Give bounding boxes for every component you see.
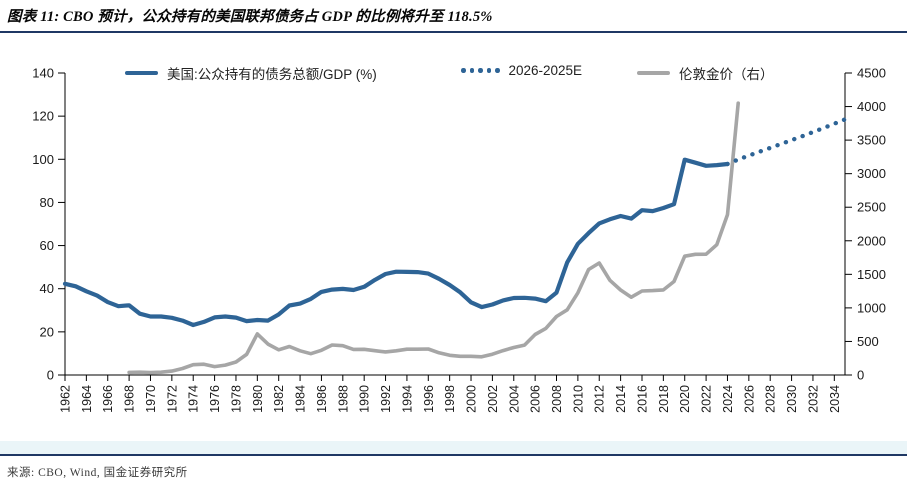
left-axis-tick-label: 80 (40, 195, 54, 210)
right-axis-tick-label: 500 (857, 334, 879, 349)
x-axis-tick-label: 1982 (272, 385, 286, 413)
x-axis-tick-label: 1986 (315, 385, 329, 413)
right-axis-tick-label: 2500 (857, 200, 886, 215)
legend-label-debt-gdp: 美国:公众持有的债务总额/GDP (%) (167, 67, 377, 82)
axes: 0 20 40 60 80 100 120 140 0 500 1000 1500 2000 2500 30… (32, 66, 886, 413)
solid-blue-line-swatch (125, 71, 158, 75)
right-axis-tick-label: 1000 (857, 300, 886, 315)
left-axis-tick-label: 120 (32, 109, 54, 124)
x-axis-tick-label: 1964 (80, 385, 94, 413)
left-axis-tick-label: 0 (47, 368, 54, 383)
x-axis-tick-label: 2008 (550, 385, 564, 413)
right-axis-tick-label: 2000 (857, 233, 886, 248)
x-axis-tick-label: 1998 (443, 385, 457, 413)
legend-item-gold: 伦敦金价（右） (637, 63, 774, 83)
footer-band (0, 441, 907, 454)
x-axis-tick-label: 2026 (742, 385, 756, 413)
source-note: 来源: CBO, Wind, 国金证券研究所 (7, 467, 188, 479)
right-axis-tick-label: 3500 (857, 133, 886, 148)
x-axis-tick-label: 2028 (764, 385, 778, 413)
chart-title: 图表 11: CBO 预计，公众持有的美国联邦债务占 GDP 的比例将升至 11… (7, 9, 493, 25)
x-axis-tick-label: 2002 (486, 385, 500, 413)
x-axis-tick-label: 1972 (165, 385, 179, 413)
x-axis-tick-label: 2006 (529, 385, 543, 413)
x-axis-tick-label: 1976 (208, 385, 222, 413)
x-axis-tick-label: 1996 (422, 385, 436, 413)
x-axis-tick-label: 2030 (785, 385, 799, 413)
solid-gray-line-swatch (637, 71, 670, 75)
x-axis-tick-label: 1978 (229, 385, 243, 413)
series-gold-price (127, 101, 741, 375)
x-axis-tick-label: 1984 (294, 385, 308, 413)
dotted-blue-line-swatch (461, 68, 500, 73)
x-axis-tick-label: 1990 (358, 385, 372, 413)
right-axis-tick-label: 3000 (857, 166, 886, 181)
legend-label-projection: 2026-2025E (508, 63, 583, 78)
legend-label-gold: 伦敦金价（右） (679, 67, 774, 82)
x-axis-tick-label: 2012 (593, 385, 607, 413)
x-axis-tick-label: 2032 (806, 385, 820, 413)
x-axis-tick-label: 1988 (336, 385, 350, 413)
x-axis-tick-label: 1980 (251, 385, 265, 413)
left-axis-tick-label: 20 (40, 324, 54, 339)
x-axis-tick-label: 1994 (400, 385, 414, 413)
x-axis-tick-label: 1992 (379, 385, 393, 413)
left-axis-tick-label: 60 (40, 238, 54, 253)
x-axis-tick-label: 2022 (700, 385, 714, 413)
series-projection (725, 117, 848, 167)
x-axis-tick-label: 2020 (678, 385, 692, 413)
x-axis-tick-label: 2000 (465, 385, 479, 413)
left-axis-tick-label: 40 (40, 281, 54, 296)
series-debt-gdp (62, 157, 730, 328)
legend-item-debt-gdp: 美国:公众持有的债务总额/GDP (%) (125, 63, 377, 83)
right-axis-tick-label: 1500 (857, 267, 886, 282)
x-axis-tick-label: 2018 (657, 385, 671, 413)
x-axis-tick-label: 2024 (721, 385, 735, 413)
x-axis-tick-label: 1970 (144, 385, 158, 413)
left-axis-tick-label: 100 (32, 152, 54, 167)
bottom-rule (0, 454, 907, 456)
x-axis-tick-label: 1968 (123, 385, 137, 413)
x-axis-tick-label: 2010 (571, 385, 585, 413)
x-axis-tick-label: 1962 (59, 385, 73, 413)
x-axis-tick-label: 1966 (101, 385, 115, 413)
right-axis-tick-label: 0 (857, 368, 864, 383)
chart-svg: 0 20 40 60 80 100 120 140 0 500 1000 1500 2000 2500 30… (32, 66, 886, 413)
x-axis-tick-label: 2004 (507, 385, 521, 413)
x-axis-tick-label: 2014 (614, 385, 628, 413)
x-axis-tick-label: 2016 (635, 385, 649, 413)
left-axis-tick-label: 140 (32, 66, 54, 81)
x-axis-tick-label: 1974 (187, 385, 201, 413)
right-axis-tick-label: 4500 (857, 66, 886, 81)
top-rule (0, 31, 907, 33)
right-axis-tick-label: 4000 (857, 99, 886, 114)
x-axis-tick-label: 2034 (828, 385, 842, 413)
legend-item-projection: 2026-2025E (461, 63, 582, 78)
